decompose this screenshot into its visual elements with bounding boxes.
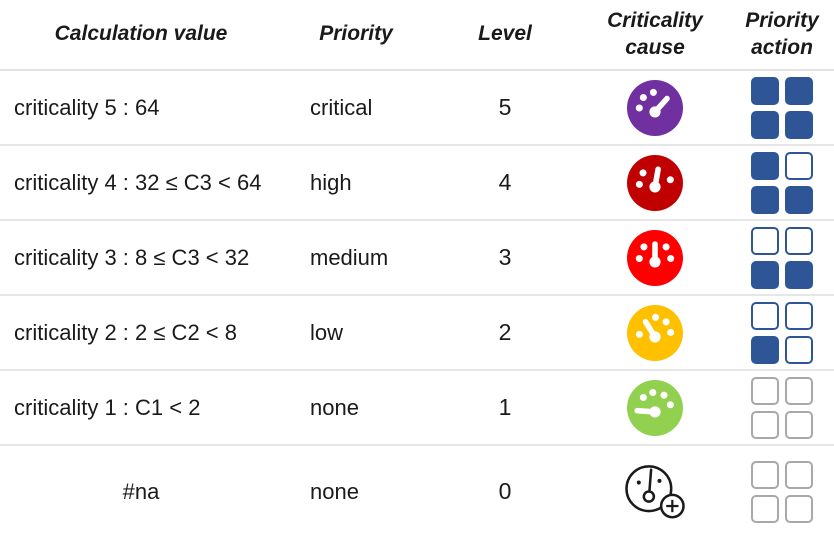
gauge-level-5-icon xyxy=(580,79,730,136)
header-criticality-cause: Criticality cause xyxy=(580,8,730,61)
priority-action-cell xyxy=(730,76,834,139)
header-label: Priority xyxy=(319,22,393,46)
gauge-add-icon xyxy=(580,463,730,520)
action-square-empty xyxy=(751,226,779,255)
action-square-filled xyxy=(751,185,779,214)
action-square-filled xyxy=(751,335,779,364)
priority-label: high xyxy=(310,169,352,195)
action-square-empty xyxy=(751,301,779,330)
header-label: Criticality xyxy=(607,9,703,33)
header-label: Calculation value xyxy=(54,22,228,46)
table-body: criticality 5 : 64 critical 5 criticality … xyxy=(0,71,834,537)
action-square-filled xyxy=(751,110,779,139)
level-value: 5 xyxy=(498,94,512,120)
action-square-empty xyxy=(785,460,813,489)
priority-action-cell xyxy=(730,226,834,289)
table-row: criticality 3 : 8 ≤ C3 < 32 medium 3 xyxy=(0,221,834,296)
action-square-empty xyxy=(785,226,813,255)
action-square-filled xyxy=(785,76,813,105)
action-square-filled xyxy=(751,151,779,180)
header-priority: Priority xyxy=(282,21,430,47)
calculation-value: criticality 4 : 32 ≤ C3 < 64 xyxy=(14,169,262,195)
header-level: Level xyxy=(430,21,580,47)
table-row: criticality 1 : C1 < 2 none 1 xyxy=(0,371,834,446)
table-row: criticality 2 : 2 ≤ C2 < 8 low 2 xyxy=(0,296,834,371)
priority-label: none xyxy=(310,478,359,504)
priority-label: low xyxy=(310,319,344,345)
priority-action-grid xyxy=(751,376,813,439)
action-square-filled xyxy=(785,260,813,289)
priority-action-grid xyxy=(751,151,813,214)
priority-action-grid xyxy=(751,76,813,139)
action-square-empty xyxy=(785,301,813,330)
gauge-level-1-icon xyxy=(580,379,730,436)
gauge-level-3-icon xyxy=(580,229,730,286)
action-square-filled xyxy=(751,260,779,289)
priority-action-cell xyxy=(730,376,834,439)
calculation-value: criticality 2 : 2 ≤ C2 < 8 xyxy=(14,319,237,345)
priority-label: medium xyxy=(310,244,389,270)
level-value: 0 xyxy=(498,478,512,504)
action-square-empty xyxy=(785,376,813,405)
table-row: criticality 4 : 32 ≤ C3 < 64 high 4 xyxy=(0,146,834,221)
priority-label: critical xyxy=(310,94,373,120)
header-label: action xyxy=(751,35,813,59)
action-square-empty xyxy=(751,460,779,489)
calculation-value: criticality 3 : 8 ≤ C3 < 32 xyxy=(14,244,250,270)
gauge-level-4-icon xyxy=(580,154,730,211)
priority-label: none xyxy=(310,394,359,420)
gauge-level-2-icon xyxy=(580,304,730,361)
level-value: 3 xyxy=(498,244,512,270)
action-square-empty xyxy=(751,376,779,405)
priority-action-grid xyxy=(751,226,813,289)
action-square-empty xyxy=(751,410,779,439)
header-label: Priority xyxy=(745,9,819,33)
action-square-empty xyxy=(785,335,813,364)
calculation-value: criticality 5 : 64 xyxy=(14,94,160,120)
action-square-empty xyxy=(751,494,779,523)
calculation-value: criticality 1 : C1 < 2 xyxy=(14,394,201,420)
table-row: #na none 0 xyxy=(0,446,834,537)
action-square-empty xyxy=(785,410,813,439)
priority-action-cell xyxy=(730,301,834,364)
action-square-empty xyxy=(785,151,813,180)
priority-action-cell xyxy=(730,151,834,214)
table-row: criticality 5 : 64 critical 5 xyxy=(0,71,834,146)
level-value: 4 xyxy=(498,169,512,195)
level-value: 2 xyxy=(498,319,512,345)
priority-action-grid xyxy=(751,301,813,364)
priority-action-cell xyxy=(730,460,834,523)
calculation-value: #na xyxy=(122,478,160,504)
header-label: cause xyxy=(625,35,685,59)
header-priority-action: Priority action xyxy=(730,8,834,61)
action-square-filled xyxy=(785,110,813,139)
header-label: Level xyxy=(478,22,532,46)
action-square-empty xyxy=(785,494,813,523)
action-square-filled xyxy=(751,76,779,105)
header-row: Calculation value Priority Level Criticalit… xyxy=(0,0,834,71)
header-calculation-value: Calculation value xyxy=(0,21,282,47)
priority-action-grid xyxy=(751,460,813,523)
action-square-filled xyxy=(785,185,813,214)
level-value: 1 xyxy=(498,394,512,420)
